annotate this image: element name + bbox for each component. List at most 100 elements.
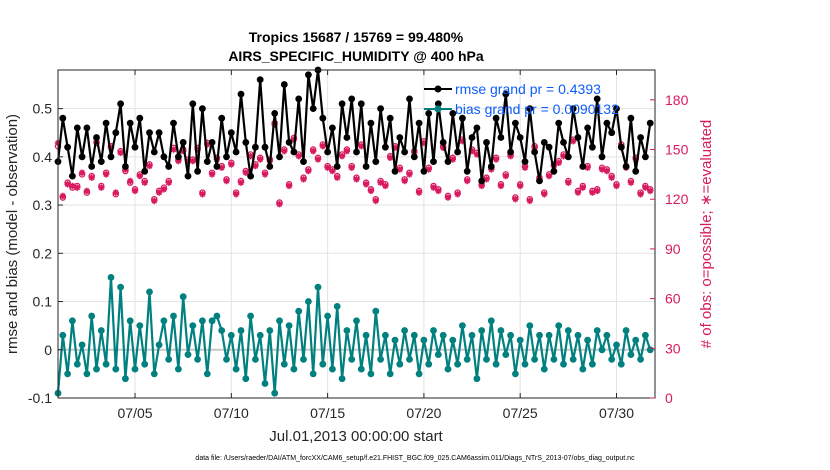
rmse-point <box>377 105 384 112</box>
obs-evaluated-point <box>526 197 534 205</box>
plot-frame <box>57 69 656 399</box>
bias-point <box>165 356 173 363</box>
footer-data-file: data file: /Users/raeder/DAI/ATM_forcXX/… <box>195 455 635 462</box>
rmse-point <box>343 134 351 141</box>
rmse-point <box>136 114 144 122</box>
obs-evaluated-point <box>613 182 620 190</box>
bias-point <box>155 341 163 349</box>
rmse-point <box>584 124 591 132</box>
rmse-point <box>507 148 514 156</box>
rmse-point <box>179 139 187 146</box>
obs-evaluated-point <box>483 176 490 183</box>
obs-evaluated-point <box>632 156 639 163</box>
rmse-point <box>603 119 611 127</box>
obs-evaluated-point <box>223 177 230 185</box>
obs-evaluated-point <box>358 143 365 150</box>
rmse-point <box>155 129 163 137</box>
rmse-point <box>420 167 428 175</box>
legend: rmse grand pr = 0.4393 bias grand pr = 0… <box>424 81 619 117</box>
rmse-point <box>540 139 548 146</box>
obs-evaluated-point <box>382 182 389 190</box>
rmse-point <box>122 163 129 170</box>
bias-point <box>598 346 606 354</box>
bias-point <box>146 288 153 296</box>
bias-point <box>560 360 567 368</box>
obs-evaluated-point <box>88 174 95 181</box>
obs-evaluated-point <box>468 147 476 155</box>
bias-point <box>512 370 519 378</box>
obs-evaluated-point <box>348 164 355 171</box>
bias-point <box>507 331 514 339</box>
x-tick-label: 07/05 <box>118 405 153 421</box>
obs-evaluated-point <box>415 189 423 196</box>
rmse-point <box>608 129 616 137</box>
bias-point <box>295 307 303 315</box>
bias-point <box>492 360 500 368</box>
obs-evaluated-point <box>146 162 153 170</box>
bias-point <box>353 317 360 325</box>
bias-point <box>160 317 168 325</box>
y-tick-label: 0.2 <box>33 245 53 261</box>
chart-title-line2: AIRS_SPECIFIC_HUMIDITY @ 400 hPa <box>228 48 484 64</box>
bias-point <box>242 375 250 383</box>
obs-evaluated-point <box>430 184 437 191</box>
bias-point <box>487 317 495 325</box>
obs-evaluated-point <box>59 192 67 200</box>
rmse-point <box>213 163 221 170</box>
rmse-point <box>131 143 139 151</box>
x-tick-label: 07/10 <box>214 405 249 421</box>
rmse-point <box>386 114 394 122</box>
legend-rmse-marker <box>434 85 442 93</box>
obs-evaluated-point <box>257 156 264 163</box>
obs-evaluated-point <box>194 146 201 153</box>
bias-point <box>593 327 601 334</box>
bias-point <box>117 283 124 291</box>
bias-point <box>107 274 115 281</box>
rmse-point <box>415 119 423 127</box>
obs-evaluated-point <box>290 136 298 143</box>
rmse-point <box>305 71 312 79</box>
bias-point <box>78 341 86 349</box>
bias-point <box>309 370 317 378</box>
bias-point <box>377 356 384 363</box>
bias-point <box>555 322 563 329</box>
obs-evaluated-point <box>545 172 553 180</box>
bias-point <box>256 331 264 339</box>
obs-evaluated-point <box>560 152 567 160</box>
bias-point <box>285 322 293 329</box>
rmse-point <box>434 100 442 108</box>
rmse-point <box>242 139 250 146</box>
obs-evaluated-point <box>242 169 249 176</box>
obs-evaluated-point <box>117 149 124 157</box>
bias-point <box>93 365 100 373</box>
legend-bias-label: bias grand pr = 0.0090132 <box>455 101 619 117</box>
obs-evaluated-point <box>281 147 288 155</box>
rmse-point <box>454 148 461 156</box>
rmse-point <box>348 95 356 103</box>
bias-point <box>184 351 192 358</box>
obs-evaluated-point <box>541 191 548 198</box>
rmse-point <box>512 119 519 127</box>
bias-point <box>88 312 96 320</box>
rmse-point <box>589 143 596 151</box>
x-tick-label: 07/25 <box>503 405 538 421</box>
rmse-point <box>598 153 606 161</box>
obs-evaluated-point <box>406 171 413 178</box>
obs-evaluated-point <box>102 171 110 178</box>
rmse-point <box>410 153 418 161</box>
obs-evaluated-point <box>497 182 505 190</box>
rmse-point <box>208 139 216 146</box>
bias-point <box>396 360 404 368</box>
obs-evaluated-point <box>646 187 654 195</box>
obs-evaluated-point <box>64 181 71 188</box>
y2-tick-label: 90 <box>665 241 681 257</box>
obs-evaluated-point <box>276 200 283 208</box>
rmse-point <box>487 163 495 170</box>
rmse-point <box>333 163 341 170</box>
rmse-point <box>372 158 380 166</box>
rmse-point <box>175 153 182 161</box>
obs-evaluated-point <box>329 167 336 175</box>
rmse-point <box>69 172 76 180</box>
x-axis-label: Jul.01,2013 00:00:00 start <box>269 428 443 445</box>
rmse-point <box>252 143 259 151</box>
